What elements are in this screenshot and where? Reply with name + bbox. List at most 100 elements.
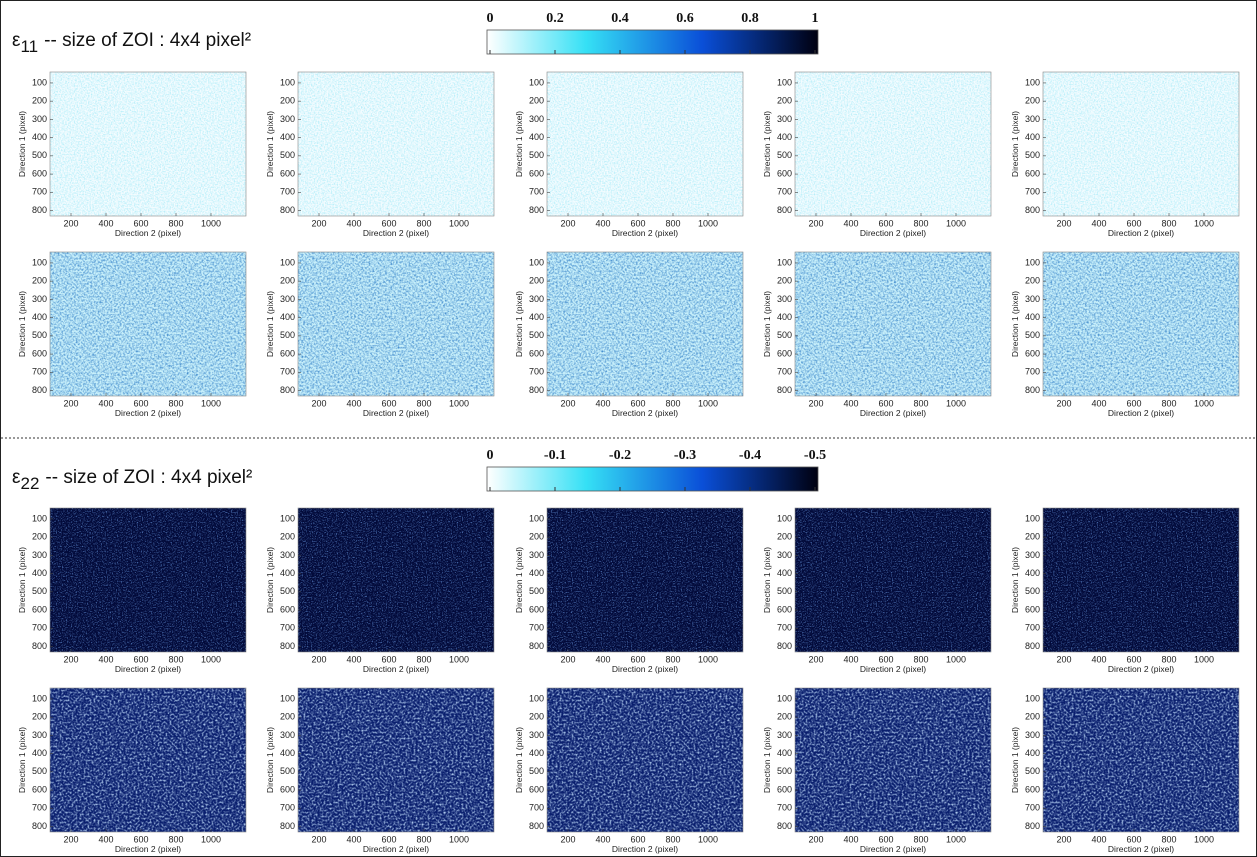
y-tick-label: 200 [32, 712, 47, 722]
colorbar-tick-label: 0.4 [611, 11, 629, 26]
x-tick-label: 400 [1091, 398, 1106, 408]
y-tick-label: 400 [529, 748, 544, 758]
symbol: ε [12, 467, 21, 488]
plot-frame [49, 71, 247, 217]
y-tick-label: 500 [529, 150, 544, 160]
y-tick-label: 300 [1025, 294, 1040, 304]
y-tick-label: 800 [32, 641, 47, 651]
y-tick-label: 500 [1025, 766, 1040, 776]
y-tick-label: 700 [777, 623, 792, 633]
y-tick-label: 500 [32, 330, 47, 340]
x-tick-label: 200 [560, 654, 575, 664]
x-tick-label: 600 [133, 654, 148, 664]
y-tick-label: 800 [777, 385, 792, 395]
x-tick-label: 1000 [201, 218, 221, 228]
y-tick-label: 600 [1025, 604, 1040, 614]
x-tick-label: 600 [878, 398, 893, 408]
x-tick-label: 800 [416, 398, 431, 408]
x-tick-label: 600 [878, 654, 893, 664]
y-tick-label: 100 [280, 693, 295, 703]
x-axis-label: Direction 2 (pixel) [860, 844, 926, 854]
x-axis-label: Direction 2 (pixel) [363, 228, 429, 238]
y-tick-label: 700 [777, 367, 792, 377]
x-tick-label: 400 [843, 654, 858, 664]
y-tick-label: 800 [1025, 821, 1040, 831]
y-axis-label: Direction 1 (pixel) [265, 547, 275, 613]
y-tick-label: 500 [529, 766, 544, 776]
colorbar-tick-label: 1 [812, 11, 819, 26]
y-tick-label: 100 [280, 513, 295, 523]
x-tick-label: 200 [808, 654, 823, 664]
y-tick-label: 700 [32, 623, 47, 633]
y-tick-label: 400 [777, 312, 792, 322]
x-tick-label: 200 [808, 398, 823, 408]
x-axis-label: Direction 2 (pixel) [1108, 844, 1174, 854]
section-title: ε11 -- size of ZOI : 4x4 pixel² [12, 30, 251, 56]
x-axis-label: Direction 2 (pixel) [1108, 408, 1174, 418]
y-tick-label: 600 [1025, 168, 1040, 178]
y-tick-label: 600 [1025, 348, 1040, 358]
y-tick-label: 400 [529, 132, 544, 142]
y-tick-label: 600 [32, 348, 47, 358]
y-tick-label: 200 [777, 276, 792, 286]
x-axis-label: Direction 2 (pixel) [115, 844, 181, 854]
y-tick-label: 500 [777, 330, 792, 340]
x-tick-label: 200 [1056, 398, 1071, 408]
x-tick-label: 600 [630, 834, 645, 844]
y-tick-label: 300 [280, 294, 295, 304]
x-tick-label: 600 [133, 398, 148, 408]
x-axis-label: Direction 2 (pixel) [115, 664, 181, 674]
x-tick-label: 800 [913, 654, 928, 664]
section-title: ε22 -- size of ZOI : 4x4 pixel² [12, 467, 252, 493]
y-tick-label: 100 [777, 257, 792, 267]
y-tick-label: 600 [280, 604, 295, 614]
x-tick-label: 600 [133, 834, 148, 844]
plot-frame [1042, 507, 1240, 653]
y-tick-label: 700 [529, 187, 544, 197]
plot-frame [49, 251, 247, 397]
y-tick-label: 300 [529, 114, 544, 124]
x-tick-label: 400 [346, 834, 361, 844]
y-axis-label: Direction 1 (pixel) [762, 111, 772, 177]
y-tick-label: 700 [32, 367, 47, 377]
y-tick-label: 100 [32, 693, 47, 703]
x-tick-label: 1000 [1194, 654, 1214, 664]
colorbar-tick-label: -0.5 [804, 448, 826, 463]
y-tick-label: 700 [1025, 367, 1040, 377]
symbol: ε [12, 30, 21, 51]
y-tick-label: 200 [280, 532, 295, 542]
y-tick-label: 200 [529, 712, 544, 722]
y-axis-label: Direction 1 (pixel) [514, 547, 524, 613]
y-tick-label: 600 [529, 784, 544, 794]
x-tick-label: 200 [311, 218, 326, 228]
x-tick-label: 800 [168, 834, 183, 844]
x-tick-label: 600 [381, 398, 396, 408]
y-tick-label: 800 [280, 641, 295, 651]
x-tick-label: 800 [913, 218, 928, 228]
y-tick-label: 400 [1025, 568, 1040, 578]
colorbar-tick-label: 0.2 [546, 11, 564, 26]
colorbar-tick-label: -0.3 [674, 448, 696, 463]
y-tick-label: 200 [280, 276, 295, 286]
y-tick-label: 700 [529, 367, 544, 377]
x-tick-label: 800 [913, 834, 928, 844]
x-tick-label: 600 [133, 218, 148, 228]
colorbar-tick-label: -0.2 [609, 448, 631, 463]
y-tick-label: 500 [777, 150, 792, 160]
y-tick-label: 500 [777, 766, 792, 776]
x-tick-label: 800 [665, 398, 680, 408]
y-tick-label: 600 [777, 604, 792, 614]
y-tick-label: 300 [777, 550, 792, 560]
x-tick-label: 1000 [946, 398, 966, 408]
x-tick-label: 600 [381, 218, 396, 228]
colorbar-tick-label: 0.8 [741, 11, 759, 26]
y-tick-label: 300 [280, 550, 295, 560]
y-tick-label: 500 [1025, 150, 1040, 160]
title-text: -- size of ZOI : 4x4 pixel² [45, 467, 252, 488]
y-tick-label: 500 [529, 330, 544, 340]
y-tick-label: 200 [32, 532, 47, 542]
y-axis-label: Direction 1 (pixel) [1010, 111, 1020, 177]
y-axis-label: Direction 1 (pixel) [762, 727, 772, 793]
x-tick-label: 600 [630, 398, 645, 408]
y-tick-label: 200 [32, 276, 47, 286]
